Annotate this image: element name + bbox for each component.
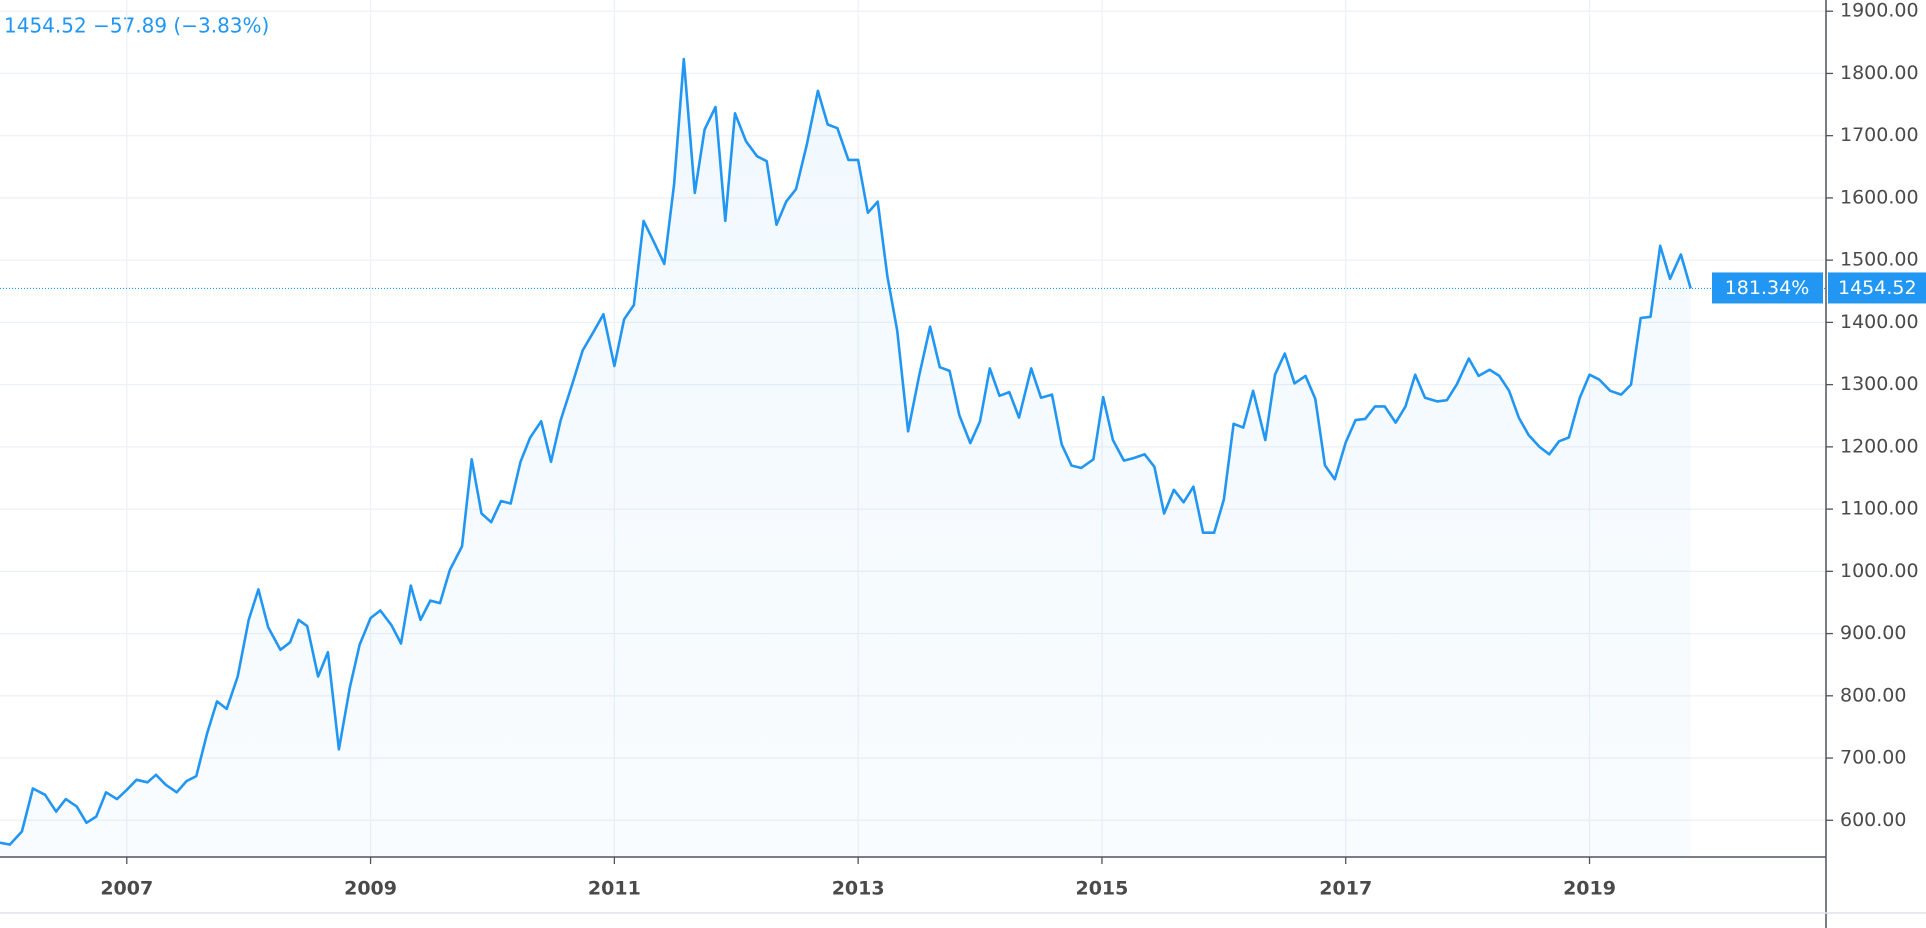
y-tick-label: 700.00 bbox=[1840, 747, 1906, 769]
x-tick-label: 2013 bbox=[832, 878, 885, 900]
area bbox=[0, 59, 1691, 858]
x-tick-label: 2011 bbox=[588, 878, 641, 900]
y-tick-label: 1200.00 bbox=[1840, 435, 1919, 457]
y-tick-label: 1000.00 bbox=[1840, 560, 1919, 582]
y-tick-label: 1900.00 bbox=[1840, 0, 1919, 22]
y-tick-label: 600.00 bbox=[1840, 809, 1906, 831]
price-line bbox=[0, 57, 1692, 846]
x-tick-label: 2019 bbox=[1563, 878, 1616, 900]
price-tag-box bbox=[1828, 272, 1926, 304]
x-tick-label: 2009 bbox=[344, 878, 397, 900]
x-tick-label: 2017 bbox=[1319, 878, 1372, 900]
y-tick-label: 1400.00 bbox=[1840, 311, 1919, 333]
percent-tag-box bbox=[1712, 272, 1823, 304]
y-tick-label: 800.00 bbox=[1840, 684, 1906, 706]
x-tick-label: 2015 bbox=[1075, 878, 1128, 900]
y-tick-label: 1800.00 bbox=[1840, 62, 1919, 84]
y-tick-label: 1600.00 bbox=[1840, 186, 1919, 208]
x-tick-label: 2007 bbox=[100, 878, 153, 900]
chart-title: 1454.52 −57.89 (−3.83%) bbox=[4, 14, 269, 38]
y-tick-label: 1700.00 bbox=[1840, 124, 1919, 146]
y-tick-label: 900.00 bbox=[1840, 622, 1906, 644]
y-tick-label: 1100.00 bbox=[1840, 498, 1919, 520]
percent-tag: 181.34% bbox=[1725, 277, 1810, 299]
price-tag: 1454.52 bbox=[1838, 277, 1917, 299]
y-tick-label: 1500.00 bbox=[1840, 249, 1919, 271]
y-tick-label: 1300.00 bbox=[1840, 373, 1919, 395]
